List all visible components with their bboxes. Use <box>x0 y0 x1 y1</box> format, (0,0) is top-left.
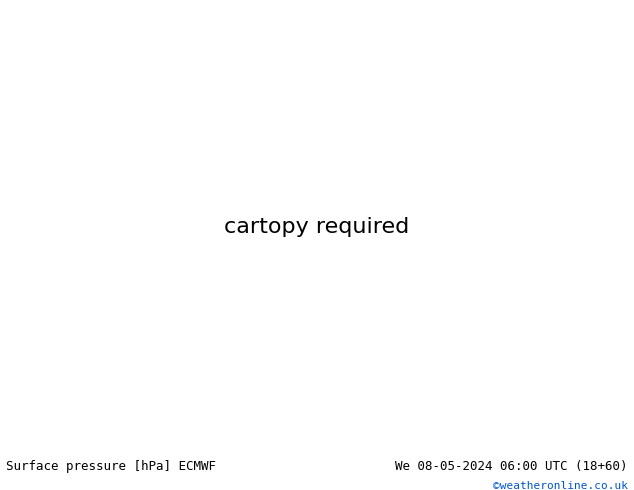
Text: We 08-05-2024 06:00 UTC (18+60): We 08-05-2024 06:00 UTC (18+60) <box>395 460 628 473</box>
Text: cartopy required: cartopy required <box>224 217 410 237</box>
Text: ©weatheronline.co.uk: ©weatheronline.co.uk <box>493 481 628 490</box>
Text: Surface pressure [hPa] ECMWF: Surface pressure [hPa] ECMWF <box>6 460 216 473</box>
